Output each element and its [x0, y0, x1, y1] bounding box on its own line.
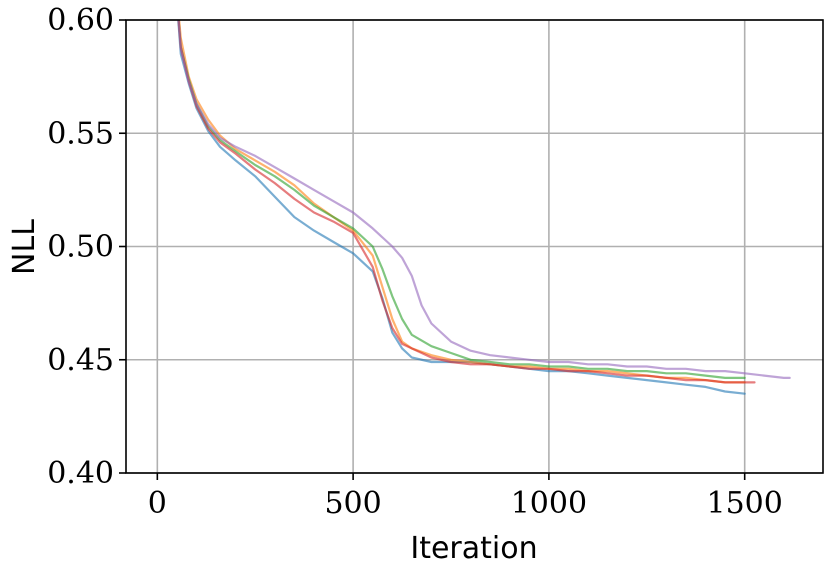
y-tick-label: 0.45: [47, 343, 114, 378]
series-line-4: [177, 20, 756, 384]
x-tick-label: 1500: [707, 486, 783, 521]
y-tick-label: 0.55: [47, 116, 114, 151]
grid: [126, 19, 823, 474]
y-axis-label: NLL: [7, 219, 42, 275]
y-tick-label: 0.50: [47, 230, 114, 265]
series-line-5: [177, 20, 791, 379]
series-line-1: [177, 20, 746, 395]
x-tick-label: 1000: [511, 486, 587, 521]
y-tick-label: 0.60: [47, 3, 114, 38]
series-line-3: [177, 20, 746, 379]
x-tick-label: 500: [324, 486, 381, 521]
x-tick-label: 0: [148, 486, 167, 521]
x-axis-label: Iteration: [410, 531, 537, 566]
series-group: [177, 20, 791, 395]
ticks: 0 500 1000 1500 0.40 0.45 0.50 0.55 0.60: [47, 3, 783, 521]
y-tick-label: 0.40: [47, 456, 114, 491]
series-line-2: [178, 20, 746, 384]
